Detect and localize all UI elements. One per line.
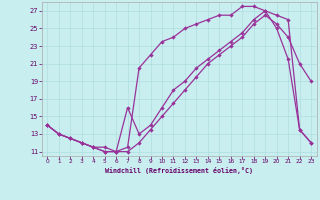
X-axis label: Windchill (Refroidissement éolien,°C): Windchill (Refroidissement éolien,°C) (105, 167, 253, 174)
